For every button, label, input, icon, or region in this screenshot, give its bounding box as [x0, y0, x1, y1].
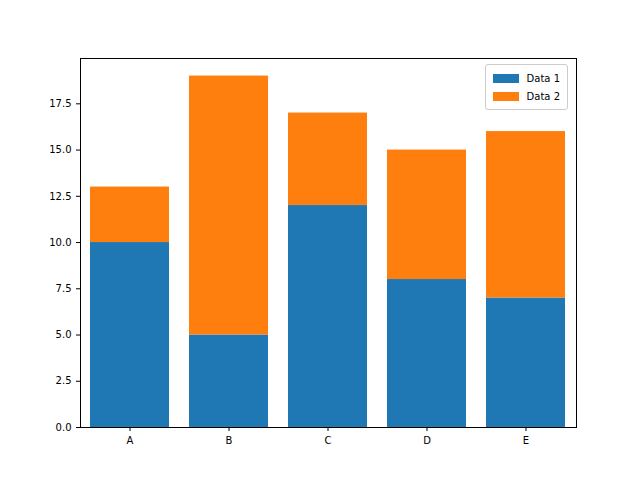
- svg-text:15.0: 15.0: [49, 144, 71, 155]
- svg-text:E: E: [523, 435, 529, 446]
- svg-text:A: A: [127, 435, 134, 446]
- html-text:Data 2: Data 2: [526, 90, 560, 102]
- svg-text:0.0: 0.0: [56, 422, 72, 433]
- svg-text:17.5: 17.5: [49, 98, 71, 109]
- svg-text:7.5: 7.5: [56, 283, 72, 294]
- svg-text:2.5: 2.5: [56, 375, 72, 386]
- svg-text:10.0: 10.0: [49, 237, 71, 248]
- svg-text:C: C: [325, 435, 332, 446]
- svg-text:5.0: 5.0: [56, 329, 72, 340]
- svg-text:D: D: [423, 435, 431, 446]
- html-text:Data 1: Data 1: [526, 72, 560, 84]
- svg-text:12.5: 12.5: [49, 190, 71, 201]
- svg-text:B: B: [226, 435, 233, 446]
